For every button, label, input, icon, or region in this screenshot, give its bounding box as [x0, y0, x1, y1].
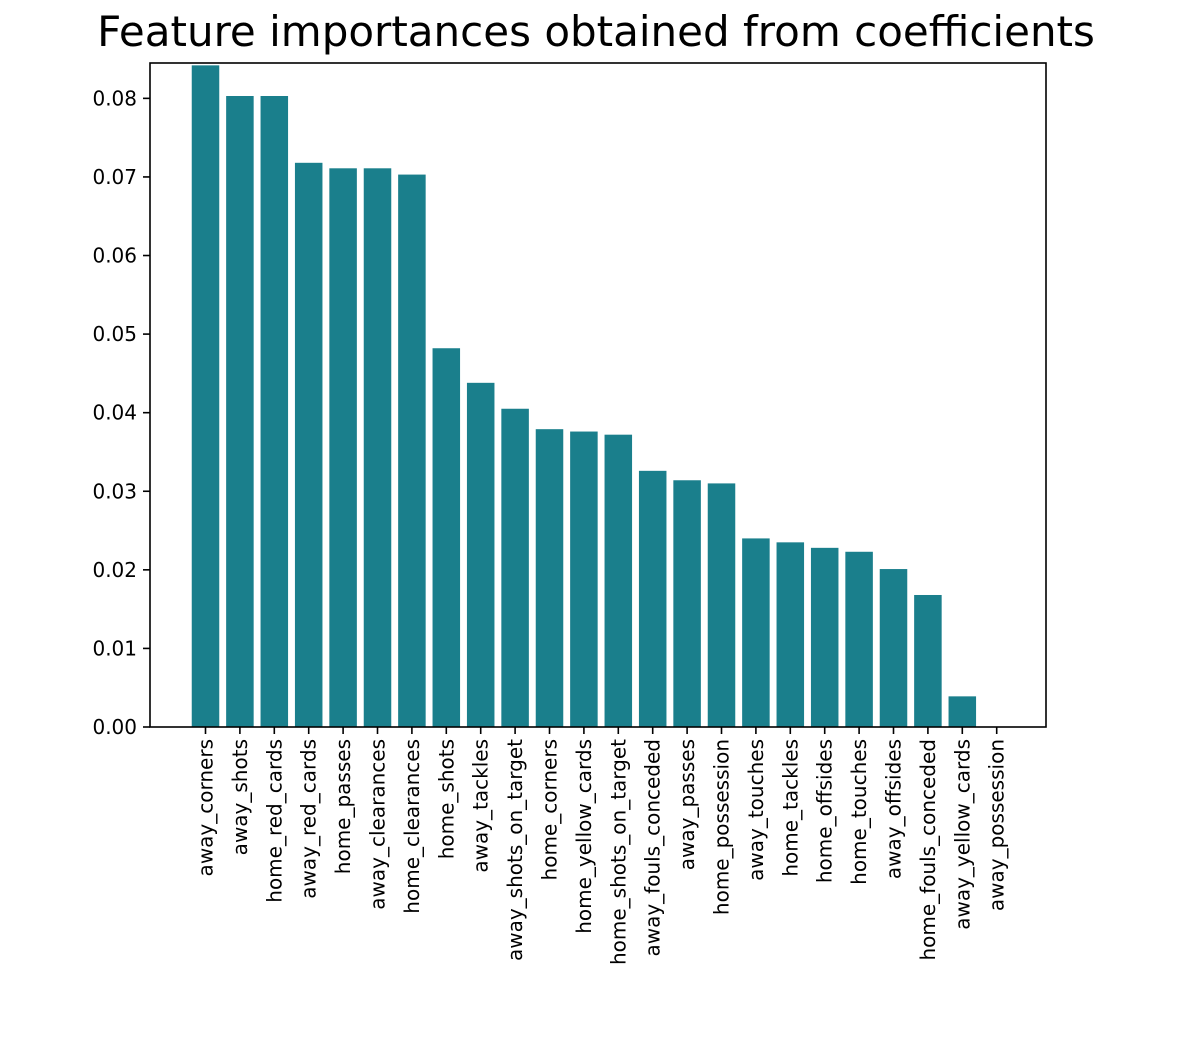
- chart-title: Feature importances obtained from coeffi…: [97, 7, 1095, 56]
- x-tick-label: away_yellow_cards: [950, 739, 974, 930]
- bar-home-corners: [535, 429, 564, 727]
- x-axis: away_corners away_shots home_red_cards away…: [194, 727, 1009, 965]
- y-tick-label: 0.07: [92, 165, 137, 189]
- bar-away-clearances: [363, 168, 392, 728]
- x-tick-label: away_touches: [744, 739, 768, 881]
- plot-frame: [149, 62, 1047, 728]
- bar-away-offsides: [879, 569, 908, 727]
- y-tick-label: 0.00: [92, 715, 137, 739]
- x-tick-label: away_tackles: [469, 739, 493, 873]
- bar-home-fouls-conceded: [914, 594, 942, 727]
- x-tick-label: away_fouls_conceded: [641, 739, 665, 957]
- bar-home-passes: [329, 168, 357, 728]
- bar-away-yellow-cards: [948, 696, 977, 727]
- x-tick-label: away_shots_on_target: [503, 739, 527, 961]
- bar-home-clearances: [398, 174, 426, 727]
- x-tick-label: away_offsides: [882, 739, 906, 879]
- bar-home-shots-on-target: [604, 434, 633, 727]
- bar-away-passes: [673, 480, 701, 727]
- y-tick-label: 0.03: [92, 479, 137, 503]
- bar-away-fouls-conceded: [638, 470, 667, 727]
- bar-home-touches: [845, 551, 873, 727]
- y-tick-label: 0.04: [92, 401, 137, 425]
- x-tick-label: home_yellow_cards: [572, 739, 596, 934]
- y-axis: 0.00 0.01 0.02 0.03 0.04 0.05 0.06 0.07 0.08: [92, 86, 150, 739]
- x-tick-label: home_red_cards: [262, 739, 286, 903]
- bar-away-corners: [191, 65, 220, 728]
- x-tick-label: home_corners: [538, 739, 562, 880]
- x-tick-label: away_possession: [985, 739, 1009, 911]
- x-tick-label: home_shots: [434, 739, 458, 859]
- bar-home-yellow-cards: [570, 431, 598, 727]
- y-tick-label: 0.01: [92, 636, 137, 660]
- x-tick-label: home_touches: [847, 739, 871, 885]
- bar-away-shots: [226, 96, 254, 727]
- bar-home-red-cards: [260, 96, 289, 727]
- x-tick-label: away_passes: [675, 739, 699, 870]
- bar-away-shots-on-target: [501, 408, 529, 727]
- x-tick-label: away_corners: [194, 739, 218, 876]
- x-tick-label: away_clearances: [366, 739, 390, 910]
- y-tick-label: 0.02: [92, 558, 137, 582]
- bar-away-tackles: [466, 382, 495, 727]
- x-tick-label: home_tackles: [778, 739, 802, 877]
- x-tick-label: home_shots_on_target: [606, 739, 630, 965]
- bar-away-touches: [742, 538, 770, 727]
- y-tick-label: 0.06: [92, 244, 137, 268]
- bar-home-shots: [432, 348, 461, 727]
- x-tick-label: home_passes: [331, 739, 355, 874]
- bar-home-tackles: [776, 542, 805, 727]
- bar-away-red-cards: [294, 162, 323, 728]
- x-tick-label: home_clearances: [400, 739, 424, 914]
- y-tick-label: 0.05: [92, 322, 137, 346]
- bar-home-offsides: [810, 547, 839, 727]
- x-tick-label: home_possession: [710, 739, 734, 915]
- x-tick-label: home_fouls_conceded: [916, 739, 940, 961]
- x-tick-label: home_offsides: [813, 739, 837, 883]
- x-tick-label: away_red_cards: [297, 739, 321, 899]
- x-tick-label: away_shots: [228, 739, 252, 855]
- y-tick-label: 0.08: [92, 86, 137, 110]
- bar-home-possession: [707, 483, 736, 727]
- bars-group: [191, 65, 977, 728]
